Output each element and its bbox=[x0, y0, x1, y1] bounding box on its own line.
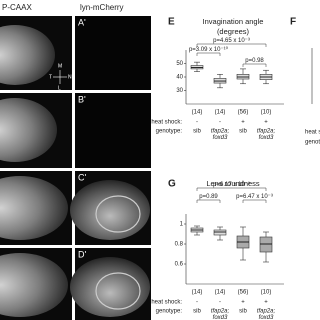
axis-cross bbox=[53, 70, 67, 84]
header-right: lyn-mCherry bbox=[80, 3, 124, 12]
y-tick-label: 0.6 bbox=[175, 262, 184, 268]
genotype: foxd3 bbox=[213, 135, 228, 141]
panel-title: Invagination angle bbox=[203, 17, 264, 26]
row-label: heat shock: bbox=[305, 130, 320, 136]
image bbox=[75, 93, 151, 168]
row-label: heat shock: bbox=[151, 120, 182, 126]
genotype: sib bbox=[239, 129, 247, 135]
bracket bbox=[196, 187, 267, 191]
y-tick-label: 30 bbox=[176, 88, 183, 94]
bracket bbox=[196, 199, 221, 203]
tissue bbox=[70, 180, 150, 240]
genotype: foxd3 bbox=[259, 135, 274, 141]
p-value: p=0.89 bbox=[199, 194, 218, 200]
heat-shock: - bbox=[219, 300, 221, 306]
tissue bbox=[0, 98, 57, 162]
box bbox=[213, 229, 227, 236]
genotype: foxd3 bbox=[213, 315, 228, 320]
p-value: p=6.17 x 10⁻³ bbox=[213, 182, 250, 188]
genotype: tfap2a; bbox=[211, 309, 230, 315]
image-label: A' bbox=[78, 17, 86, 27]
genotype: sib bbox=[239, 309, 247, 315]
count: (10) bbox=[261, 110, 272, 116]
axis-label: T bbox=[49, 74, 52, 80]
genotype: sib bbox=[193, 309, 201, 315]
p-value: p=6.47 x 10⁻³ bbox=[236, 194, 273, 200]
count: (14) bbox=[215, 290, 226, 296]
count: (14) bbox=[192, 110, 203, 116]
row-label: genotype: bbox=[305, 140, 320, 146]
genotype: tfap2a; bbox=[211, 129, 230, 135]
count: (56) bbox=[238, 290, 249, 296]
p-value: p=0.98 bbox=[245, 58, 264, 64]
count: (56) bbox=[238, 110, 249, 116]
axis-label: M bbox=[58, 63, 62, 69]
row-label: genotype: bbox=[156, 309, 183, 315]
tissue bbox=[0, 253, 68, 317]
bracket bbox=[196, 52, 221, 56]
heat-shock: - bbox=[196, 120, 198, 126]
bracket bbox=[242, 63, 267, 67]
panel-label: E bbox=[168, 17, 175, 28]
y-tick-label: 0.8 bbox=[175, 242, 184, 248]
count: (10) bbox=[261, 290, 272, 296]
image-label: B' bbox=[78, 94, 86, 104]
count: (14) bbox=[215, 110, 226, 116]
heat-shock: + bbox=[264, 300, 268, 306]
image-label: D' bbox=[78, 249, 86, 259]
lens bbox=[95, 272, 141, 310]
y-tick-label: 50 bbox=[176, 61, 183, 67]
panel-title: Lens roundness bbox=[206, 179, 260, 188]
axis-label: N bbox=[68, 74, 72, 80]
genotype: tfap2a; bbox=[257, 309, 276, 315]
axis-label: L bbox=[58, 85, 61, 91]
heat-shock: + bbox=[264, 120, 268, 126]
tissue bbox=[0, 176, 68, 240]
tissue bbox=[70, 257, 150, 317]
genotype: tfap2a; bbox=[257, 129, 276, 135]
heat-shock: - bbox=[219, 120, 221, 126]
genotype: sib bbox=[193, 129, 201, 135]
panel-subtitle: (degrees) bbox=[217, 27, 250, 36]
panel-label: G bbox=[168, 179, 176, 190]
lens bbox=[95, 195, 141, 233]
genotype: foxd3 bbox=[259, 315, 274, 320]
box bbox=[259, 236, 273, 253]
bracket bbox=[242, 199, 267, 203]
image bbox=[75, 16, 151, 90]
heat-shock: + bbox=[241, 300, 245, 306]
bracket bbox=[196, 43, 267, 47]
count: (14) bbox=[192, 290, 203, 296]
row-label: genotype: bbox=[156, 129, 183, 135]
tissue bbox=[0, 25, 55, 85]
row-label: heat shock: bbox=[151, 300, 182, 306]
image-label: C' bbox=[78, 172, 86, 182]
p-value: p=3.09 x 10⁻¹⁰ bbox=[189, 46, 229, 53]
y-tick-label: 40 bbox=[176, 75, 183, 81]
header-left: P-CAAX bbox=[2, 3, 32, 12]
y-tick-label: 1 bbox=[180, 222, 184, 228]
panel-label: F bbox=[290, 17, 296, 28]
p-value: p=4.65 x 10⁻³ bbox=[213, 38, 250, 44]
heat-shock: + bbox=[241, 120, 245, 126]
micrographs bbox=[0, 16, 151, 320]
heat-shock: - bbox=[196, 300, 198, 306]
